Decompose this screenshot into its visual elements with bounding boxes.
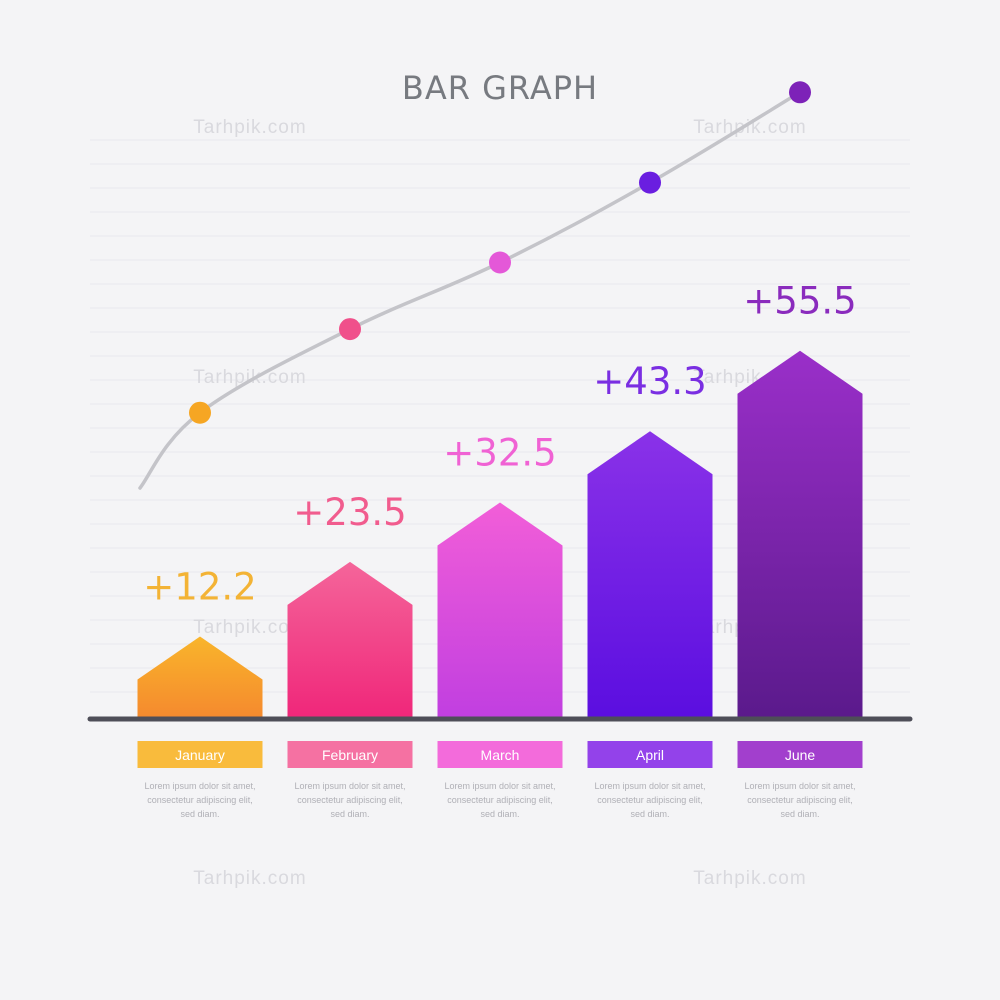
trend-line — [138, 90, 802, 490]
description-text: Lorem ipsum dolor sit amet, — [294, 781, 405, 791]
bar — [137, 636, 263, 717]
bar — [587, 431, 713, 717]
tick-label: February — [322, 747, 378, 763]
data-label: +32.5 — [443, 432, 556, 475]
description-text: consectetur adipiscing elit, — [447, 795, 553, 805]
tick-label: June — [785, 747, 816, 763]
watermark-text: Tarhpik.com — [193, 117, 306, 138]
tick-label: April — [636, 747, 664, 763]
description-text: sed diam. — [780, 809, 819, 819]
category-box — [137, 741, 263, 768]
bar — [737, 350, 863, 717]
data-label: +12.2 — [143, 565, 256, 608]
watermark-text: Tarhpik.com — [193, 868, 306, 889]
description-text: consectetur adipiscing elit, — [147, 795, 253, 805]
category-box — [737, 741, 863, 768]
description-text: sed diam. — [480, 809, 519, 819]
description-text: sed diam. — [330, 809, 369, 819]
category-box — [437, 741, 563, 768]
tick-label: January — [175, 747, 225, 763]
trend-point — [189, 401, 211, 424]
description-text: sed diam. — [630, 809, 669, 819]
bars — [137, 350, 863, 717]
watermark-text: Tarhpik.com — [193, 367, 306, 388]
bar — [437, 502, 563, 717]
trend-point — [489, 251, 511, 274]
description-text: sed diam. — [180, 809, 219, 819]
watermark-text: Tarhpik.com — [193, 617, 306, 638]
trend-point — [339, 318, 361, 341]
data-label: +55.5 — [743, 280, 856, 323]
description-text: Lorem ipsum dolor sit amet, — [594, 781, 705, 791]
description-text: consectetur adipiscing elit, — [597, 795, 703, 805]
description-text: Lorem ipsum dolor sit amet, — [744, 781, 855, 791]
data-label: +23.5 — [293, 491, 406, 534]
trend-point — [789, 81, 811, 104]
description-text: consectetur adipiscing elit, — [297, 795, 403, 805]
category-box — [287, 741, 413, 768]
description-text: consectetur adipiscing elit, — [747, 795, 853, 805]
category-labels: January Lorem ipsum dolor sit amet, consec… — [137, 741, 863, 819]
chart-title: BAR GRAPH — [402, 69, 598, 107]
tick-label: March — [481, 747, 520, 763]
data-label: +43.3 — [593, 360, 706, 403]
trend-point — [639, 171, 661, 194]
description-text: Lorem ipsum dolor sit amet, — [444, 781, 555, 791]
description-text: Lorem ipsum dolor sit amet, — [144, 781, 255, 791]
trend-curve — [138, 81, 811, 490]
value-labels: +12.2 +23.5 +32.5 +43.3 +55.5 — [143, 280, 856, 609]
bar — [287, 561, 413, 717]
category-box — [587, 741, 713, 768]
watermark-text: Tarhpik.com — [693, 117, 806, 138]
watermark-text: Tarhpik.com — [693, 868, 806, 889]
